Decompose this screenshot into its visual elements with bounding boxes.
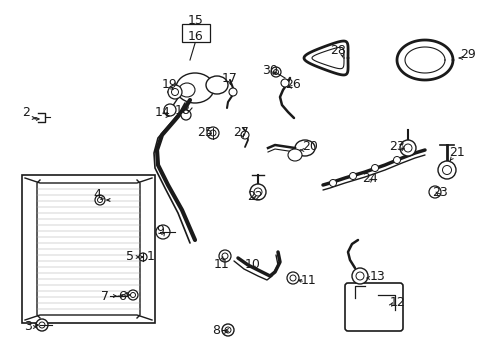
FancyBboxPatch shape bbox=[345, 283, 402, 331]
Circle shape bbox=[399, 140, 415, 156]
Circle shape bbox=[281, 79, 288, 87]
Text: 9: 9 bbox=[156, 225, 163, 238]
Circle shape bbox=[249, 184, 265, 200]
Text: 14: 14 bbox=[155, 105, 170, 118]
Circle shape bbox=[442, 166, 450, 175]
Bar bbox=[182, 24, 209, 42]
Circle shape bbox=[128, 290, 138, 300]
Circle shape bbox=[228, 88, 237, 96]
Circle shape bbox=[403, 144, 411, 152]
Text: 4: 4 bbox=[93, 189, 101, 202]
Circle shape bbox=[329, 180, 336, 186]
Circle shape bbox=[156, 225, 170, 239]
Circle shape bbox=[97, 198, 102, 202]
Circle shape bbox=[130, 292, 135, 297]
Ellipse shape bbox=[179, 83, 195, 97]
Text: 30: 30 bbox=[262, 63, 277, 77]
Text: 28: 28 bbox=[329, 44, 345, 57]
Circle shape bbox=[39, 322, 45, 328]
Circle shape bbox=[273, 69, 278, 75]
Text: 27: 27 bbox=[233, 126, 248, 139]
Circle shape bbox=[222, 324, 234, 336]
Circle shape bbox=[209, 130, 216, 136]
Text: 13: 13 bbox=[369, 270, 385, 283]
Text: 19: 19 bbox=[162, 77, 178, 90]
Ellipse shape bbox=[294, 140, 314, 156]
Circle shape bbox=[36, 319, 48, 331]
Text: 3: 3 bbox=[24, 320, 32, 333]
Text: 23: 23 bbox=[431, 186, 447, 199]
Text: 10: 10 bbox=[244, 257, 261, 270]
Text: 6: 6 bbox=[118, 289, 126, 302]
Text: 11: 11 bbox=[301, 274, 316, 287]
Circle shape bbox=[349, 172, 356, 180]
Circle shape bbox=[171, 89, 178, 95]
Text: 7: 7 bbox=[101, 289, 109, 302]
Bar bbox=[22, 175, 155, 323]
Ellipse shape bbox=[287, 149, 302, 161]
Circle shape bbox=[355, 272, 363, 280]
Circle shape bbox=[437, 161, 455, 179]
Circle shape bbox=[289, 275, 295, 281]
Text: 26: 26 bbox=[285, 77, 300, 90]
Circle shape bbox=[428, 186, 440, 198]
Text: 25: 25 bbox=[197, 126, 212, 139]
Circle shape bbox=[241, 131, 248, 139]
Circle shape bbox=[222, 253, 227, 259]
Text: 21: 21 bbox=[448, 145, 464, 158]
Circle shape bbox=[286, 272, 298, 284]
Text: 1: 1 bbox=[147, 251, 155, 264]
Text: 22: 22 bbox=[246, 189, 263, 202]
Text: 5: 5 bbox=[126, 251, 134, 264]
Text: 20: 20 bbox=[302, 139, 317, 153]
Circle shape bbox=[163, 104, 176, 116]
Circle shape bbox=[219, 250, 230, 262]
Text: 11: 11 bbox=[214, 257, 229, 270]
Text: 23: 23 bbox=[388, 140, 404, 153]
Text: 24: 24 bbox=[362, 171, 377, 184]
Text: 16: 16 bbox=[188, 31, 203, 44]
Circle shape bbox=[351, 268, 367, 284]
Text: 8: 8 bbox=[212, 324, 220, 337]
Text: 12: 12 bbox=[389, 297, 405, 310]
Text: 17: 17 bbox=[222, 72, 238, 85]
Circle shape bbox=[270, 67, 281, 77]
Circle shape bbox=[95, 195, 105, 205]
Circle shape bbox=[181, 110, 191, 120]
Ellipse shape bbox=[176, 73, 214, 103]
Text: 18: 18 bbox=[175, 104, 190, 117]
Circle shape bbox=[168, 85, 182, 99]
Text: 29: 29 bbox=[459, 49, 475, 62]
Ellipse shape bbox=[205, 76, 227, 94]
Circle shape bbox=[224, 327, 230, 333]
Circle shape bbox=[139, 253, 147, 261]
Text: 2: 2 bbox=[22, 107, 30, 120]
Circle shape bbox=[206, 127, 219, 139]
Circle shape bbox=[371, 165, 378, 171]
Circle shape bbox=[393, 157, 400, 163]
Circle shape bbox=[253, 188, 262, 196]
Text: 15: 15 bbox=[188, 13, 203, 27]
